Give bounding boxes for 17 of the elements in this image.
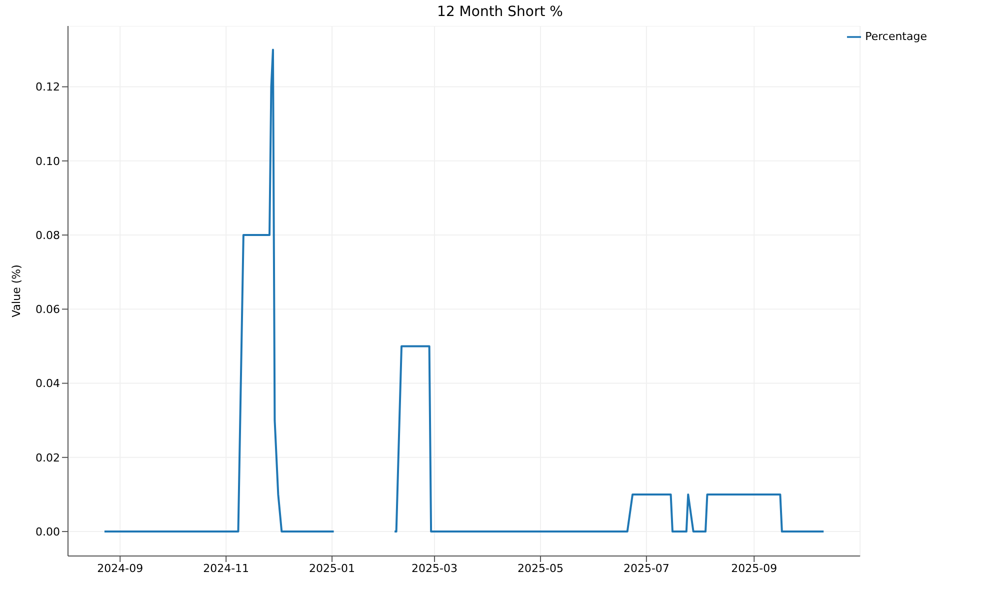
chart-title: 12 Month Short % bbox=[436, 4, 564, 22]
x-tick-label: 2024-11 bbox=[203, 562, 250, 575]
y-tick-label: 0.10 bbox=[36, 154, 60, 168]
y-tick-label: 0.12 bbox=[36, 80, 60, 94]
x-tick-label: 2025-01 bbox=[309, 562, 356, 575]
x-tick-label: 2024-09 bbox=[97, 562, 144, 575]
x-tick-label: 2025-07 bbox=[623, 562, 670, 575]
y-axis-title: Value (%) bbox=[10, 264, 23, 318]
x-tick-label: 2025-03 bbox=[412, 562, 458, 575]
x-tick-label: 2025-05 bbox=[518, 562, 564, 575]
y-tick-label: 0.04 bbox=[36, 377, 60, 390]
y-tick-label: 0.06 bbox=[36, 303, 60, 316]
x-tick-label: 2025-09 bbox=[731, 562, 778, 575]
y-tick-label: 0.08 bbox=[36, 228, 60, 242]
y-tick-label: 0.02 bbox=[36, 451, 60, 464]
legend-label: Percentage bbox=[865, 30, 927, 44]
y-tick-label: 0.00 bbox=[36, 525, 60, 538]
